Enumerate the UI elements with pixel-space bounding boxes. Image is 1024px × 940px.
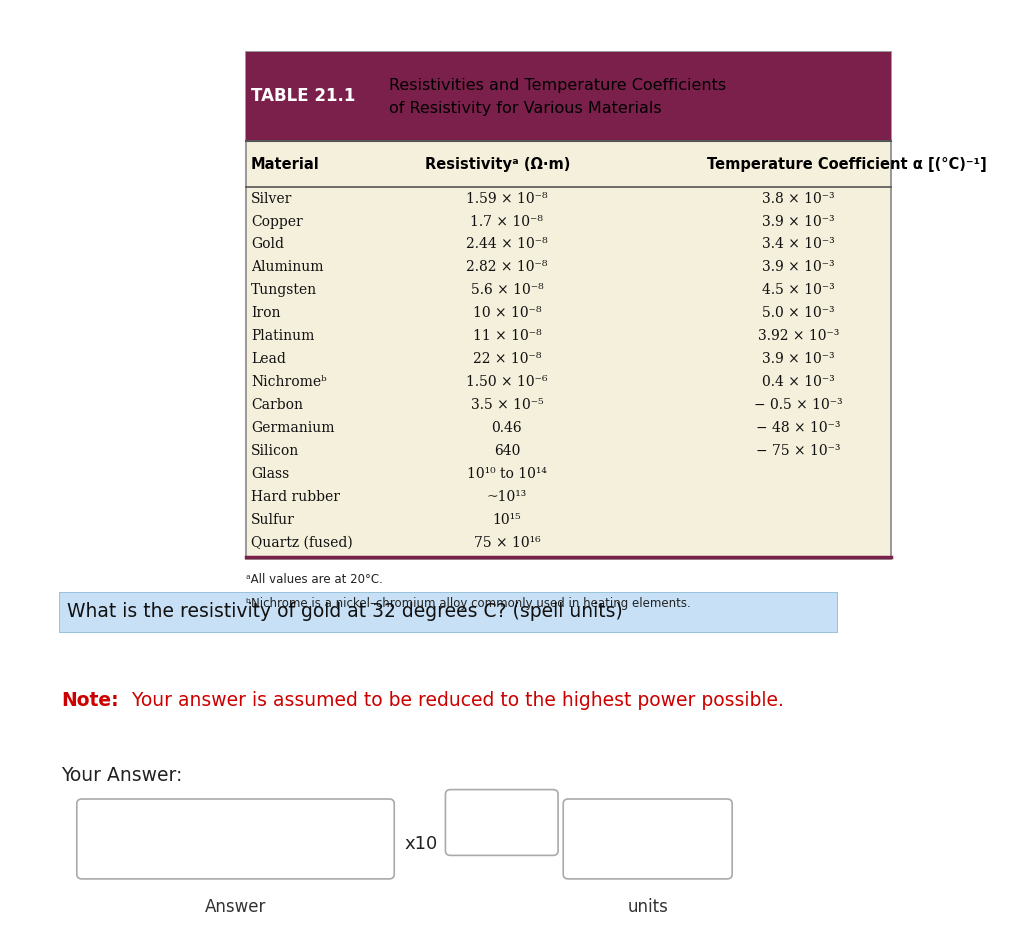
Text: Your answer is assumed to be reduced to the highest power possible.: Your answer is assumed to be reduced to … [126, 691, 783, 710]
Text: 11 × 10⁻⁸: 11 × 10⁻⁸ [472, 329, 542, 343]
Text: − 75 × 10⁻³: − 75 × 10⁻³ [757, 445, 841, 458]
Text: Germanium: Germanium [251, 421, 335, 435]
Text: 10¹⁵: 10¹⁵ [493, 513, 521, 527]
FancyBboxPatch shape [77, 799, 394, 879]
Text: 1.50 × 10⁻⁶: 1.50 × 10⁻⁶ [466, 375, 548, 389]
Text: Your Answer:: Your Answer: [61, 766, 183, 785]
Text: 3.92 × 10⁻³: 3.92 × 10⁻³ [758, 329, 840, 343]
Text: Aluminum: Aluminum [251, 260, 324, 274]
Text: 75 × 10¹⁶: 75 × 10¹⁶ [473, 536, 541, 550]
Text: 3.9 × 10⁻³: 3.9 × 10⁻³ [763, 352, 835, 367]
Text: Resistivities and Temperature Coefficients: Resistivities and Temperature Coefficien… [389, 78, 726, 92]
Text: units: units [628, 898, 668, 916]
Text: Carbon: Carbon [251, 399, 303, 413]
Text: Resistivityᵃ (Ω·m): Resistivityᵃ (Ω·m) [425, 157, 570, 172]
Text: 0.4 × 10⁻³: 0.4 × 10⁻³ [762, 375, 836, 389]
Text: 3.9 × 10⁻³: 3.9 × 10⁻³ [763, 214, 835, 228]
FancyBboxPatch shape [445, 790, 558, 855]
Text: 3.5 × 10⁻⁵: 3.5 × 10⁻⁵ [471, 399, 543, 413]
Text: 10 × 10⁻⁸: 10 × 10⁻⁸ [473, 306, 541, 321]
FancyBboxPatch shape [246, 52, 891, 141]
Text: Temperature Coefficient α [(°C)⁻¹]: Temperature Coefficient α [(°C)⁻¹] [707, 157, 986, 172]
Text: Sulfur: Sulfur [251, 513, 295, 527]
Text: Silver: Silver [251, 192, 292, 206]
Text: 5.0 × 10⁻³: 5.0 × 10⁻³ [763, 306, 835, 321]
Text: 3.4 × 10⁻³: 3.4 × 10⁻³ [762, 238, 836, 252]
Text: ~10¹³: ~10¹³ [486, 490, 527, 504]
Text: Hard rubber: Hard rubber [251, 490, 340, 504]
Text: − 48 × 10⁻³: − 48 × 10⁻³ [757, 421, 841, 435]
Text: 10¹⁰ to 10¹⁴: 10¹⁰ to 10¹⁴ [467, 467, 547, 481]
Text: Copper: Copper [251, 214, 303, 228]
Text: of Resistivity for Various Materials: of Resistivity for Various Materials [389, 102, 662, 116]
Text: 1.7 × 10⁻⁸: 1.7 × 10⁻⁸ [470, 214, 544, 228]
Text: What is the resistivity of gold at 32 degrees C? (spell units): What is the resistivity of gold at 32 de… [67, 603, 623, 621]
Text: Lead: Lead [251, 352, 286, 367]
Text: 2.82 × 10⁻⁸: 2.82 × 10⁻⁸ [466, 260, 548, 274]
FancyBboxPatch shape [59, 592, 837, 632]
Text: Quartz (fused): Quartz (fused) [251, 536, 352, 550]
Text: − 0.5 × 10⁻³: − 0.5 × 10⁻³ [755, 399, 843, 413]
Text: Iron: Iron [251, 306, 281, 321]
Text: Platinum: Platinum [251, 329, 314, 343]
Text: Tungsten: Tungsten [251, 284, 317, 297]
Text: Nichromeᵇ: Nichromeᵇ [251, 375, 327, 389]
Text: ᵃAll values are at 20°C.: ᵃAll values are at 20°C. [246, 573, 383, 587]
Text: 640: 640 [494, 445, 520, 458]
Text: 3.9 × 10⁻³: 3.9 × 10⁻³ [763, 260, 835, 274]
Text: ᵇNichrome is a nickel–chromium alloy commonly used in heating elements.: ᵇNichrome is a nickel–chromium alloy com… [246, 597, 690, 610]
Text: Glass: Glass [251, 467, 289, 481]
Text: 5.6 × 10⁻⁸: 5.6 × 10⁻⁸ [471, 284, 543, 297]
FancyBboxPatch shape [246, 52, 891, 559]
Text: Note:: Note: [61, 691, 119, 710]
Text: TABLE 21.1: TABLE 21.1 [251, 87, 355, 105]
Text: 4.5 × 10⁻³: 4.5 × 10⁻³ [762, 284, 836, 297]
Text: Gold: Gold [251, 238, 284, 252]
Text: x10: x10 [404, 835, 437, 853]
Text: 22 × 10⁻⁸: 22 × 10⁻⁸ [473, 352, 541, 367]
Text: Answer: Answer [205, 898, 266, 916]
FancyBboxPatch shape [563, 799, 732, 879]
Text: 3.8 × 10⁻³: 3.8 × 10⁻³ [763, 192, 835, 206]
Text: 0.46: 0.46 [492, 421, 522, 435]
Text: Material: Material [251, 157, 319, 172]
Text: 2.44 × 10⁻⁸: 2.44 × 10⁻⁸ [466, 238, 548, 252]
Text: Silicon: Silicon [251, 445, 299, 458]
Text: 1.59 × 10⁻⁸: 1.59 × 10⁻⁸ [466, 192, 548, 206]
